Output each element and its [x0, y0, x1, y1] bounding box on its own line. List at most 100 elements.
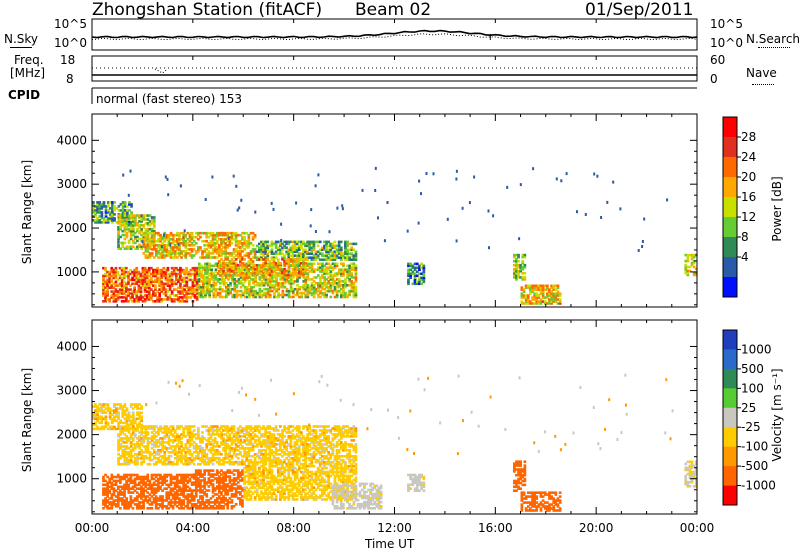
heatmap-cell [203, 458, 206, 462]
heatmap-cell [120, 268, 124, 272]
heatmap-cell [279, 282, 283, 285]
heatmap-cell [201, 250, 204, 253]
heatmap-cell [114, 298, 118, 301]
heatmap-cell [550, 296, 553, 299]
heatmap-cell [529, 300, 532, 303]
heatmap-cell [98, 221, 102, 224]
heatmap-cell [339, 458, 343, 462]
heatmap-cell [306, 451, 309, 454]
heatmap-cell [247, 244, 251, 247]
heatmap-cell [281, 437, 284, 440]
heatmap-cell [220, 276, 224, 279]
heatmap-cell [96, 427, 99, 431]
heatmap-cell [327, 280, 331, 283]
heatmap-cell [129, 457, 133, 460]
heatmap-cell [117, 233, 120, 237]
heatmap-cell [188, 240, 192, 243]
scatter-cell [341, 204, 344, 208]
heatmap-cell [182, 244, 185, 247]
heatmap-cell [312, 439, 316, 442]
heatmap-cell [239, 274, 243, 277]
heatmap-cell [283, 260, 286, 263]
heatmap-cell [281, 429, 284, 432]
heatmap-cell [197, 429, 200, 432]
heatmap-cell [272, 451, 276, 454]
heatmap-cell [113, 201, 116, 204]
heatmap-cell [94, 405, 97, 408]
heatmap-cell [161, 445, 164, 448]
heatmap-cell [354, 270, 358, 273]
heatmap-cell [344, 256, 347, 259]
heatmap-cell [187, 290, 191, 293]
heatmap-cell [162, 266, 166, 270]
heatmap-cell [513, 270, 516, 273]
heatmap-cell [144, 243, 148, 247]
heatmap-cell [136, 425, 139, 428]
heatmap-cell [150, 254, 154, 257]
heatmap-cell [279, 458, 282, 462]
heatmap-cell [266, 278, 270, 281]
heatmap-cell [335, 451, 339, 454]
heatmap-cell [523, 263, 527, 267]
heatmap-cell [188, 235, 192, 239]
heatmap-cell [348, 427, 351, 430]
heatmap-cell [137, 290, 141, 293]
heatmap-cell [136, 407, 139, 410]
heatmap-cell [179, 270, 182, 274]
heatmap-cell [327, 240, 330, 244]
heatmap-cell [321, 287, 324, 291]
heatmap-cell [119, 226, 122, 229]
heatmap-cell [686, 265, 690, 269]
heatmap-cell [159, 425, 162, 428]
heatmap-cell [245, 295, 249, 299]
heatmap-cell [245, 269, 249, 273]
heatmap-cell [420, 278, 423, 282]
heatmap-cell [144, 457, 148, 460]
heatmap-cell [200, 274, 203, 277]
heatmap-cell [115, 419, 118, 423]
heatmap-cell [194, 457, 198, 460]
heatmap-cell [325, 272, 328, 275]
heatmap-cell [236, 445, 240, 448]
heatmap-cell [300, 240, 303, 244]
heatmap-cell [230, 254, 234, 257]
heatmap-cell [329, 254, 333, 257]
heatmap-cell [136, 437, 139, 440]
heatmap-cell [243, 231, 246, 235]
heatmap-cell [164, 294, 168, 297]
heatmap-cell [279, 270, 283, 273]
heatmap-cell [173, 233, 177, 237]
heatmap-cell [272, 258, 276, 261]
heatmap-cell [222, 458, 225, 462]
heatmap-cell [321, 285, 324, 289]
heatmap-cell [212, 295, 216, 299]
heatmap-cell [297, 437, 301, 440]
heatmap-cell [289, 264, 293, 267]
heatmap-cell [117, 219, 121, 222]
heatmap-cell [245, 427, 249, 430]
scatter-cell [473, 175, 476, 179]
heatmap-cell [314, 431, 318, 434]
heatmap-cell [134, 237, 137, 241]
heatmap-cell [262, 458, 265, 462]
heatmap-cell [318, 453, 322, 456]
heatmap-cell [546, 302, 549, 305]
heatmap-cell [260, 252, 263, 255]
heatmap-cell [199, 439, 202, 442]
heatmap-cell [156, 300, 159, 303]
heatmap-cell [329, 443, 333, 446]
heatmap-cell [241, 238, 244, 241]
heatmap-cell [346, 433, 349, 436]
heatmap-cell [319, 282, 322, 285]
heatmap-cell [243, 240, 246, 243]
heatmap-cell [165, 238, 169, 241]
heatmap-cell [117, 443, 120, 446]
heatmap-cell [230, 260, 234, 263]
heatmap-cell [179, 300, 182, 303]
heatmap-cell [129, 449, 133, 452]
heatmap-cell [350, 248, 354, 252]
heatmap-cell [352, 291, 356, 295]
heatmap-cell [327, 441, 330, 444]
heatmap-cell [344, 280, 347, 283]
heatmap-cell [420, 262, 423, 266]
